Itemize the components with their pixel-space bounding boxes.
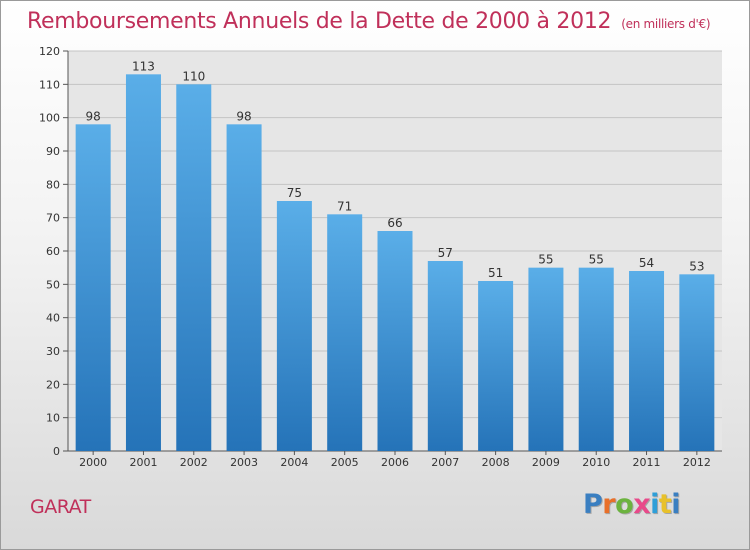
y-tick-label: 80 [46, 178, 60, 191]
logo-letter: o [615, 489, 634, 520]
data-label: 113 [132, 59, 155, 73]
x-tick-label: 2012 [683, 456, 711, 469]
chart-title: Remboursements Annuels de la Dette de 20… [27, 9, 711, 34]
title-text: Remboursements Annuels de la Dette de 20… [27, 9, 612, 34]
data-label: 66 [387, 216, 402, 230]
y-tick-label: 90 [46, 145, 60, 158]
y-tick-label: 0 [53, 445, 60, 458]
data-label: 98 [86, 109, 101, 123]
x-tick-label: 2003 [230, 456, 258, 469]
commune-name: GARAT [30, 496, 91, 518]
y-tick-label: 30 [46, 345, 60, 358]
data-label: 110 [182, 69, 205, 83]
bar [125, 74, 161, 451]
axes: 0 10 20 30 40 50 60 70 80 90 100 110 120 2000 2001 2002… [39, 45, 722, 469]
bar [427, 261, 463, 451]
x-tick-label: 2007 [431, 456, 459, 469]
data-label: 98 [236, 109, 251, 123]
x-tick-label: 2002 [180, 456, 208, 469]
bar [176, 84, 212, 451]
y-tick-label: 60 [46, 245, 60, 258]
logo-letter: t [658, 489, 672, 520]
bar [377, 231, 413, 451]
proxiti-logo: Proxiti [583, 489, 681, 520]
y-tick-label: 100 [39, 112, 60, 125]
x-tick-label: 2005 [331, 456, 359, 469]
x-tick-label: 2001 [129, 456, 157, 469]
logo-letter: i [671, 489, 681, 520]
x-tick-label: 2008 [482, 456, 510, 469]
data-label: 51 [488, 266, 503, 280]
y-tick-label: 50 [46, 278, 60, 291]
x-tick-label: 2004 [280, 456, 308, 469]
bar [679, 274, 715, 451]
data-label: 55 [589, 253, 604, 267]
y-tick-label: 110 [39, 78, 60, 91]
bar [528, 267, 564, 451]
logo-letter: P [583, 489, 603, 520]
bar [276, 201, 312, 451]
bars [75, 74, 715, 451]
unit-label: (en milliers d'€) [621, 17, 711, 31]
y-tick-label: 40 [46, 312, 60, 325]
bar [327, 214, 363, 451]
data-label: 57 [438, 246, 453, 260]
data-label: 55 [538, 253, 553, 267]
data-labels: 98 113 110 98 75 71 66 57 51 55 55 54 53 [86, 59, 705, 280]
bar [578, 267, 614, 451]
data-label: 71 [337, 199, 352, 213]
logo-letter: x [633, 489, 651, 520]
x-tick-label: 2000 [79, 456, 107, 469]
bar [75, 124, 111, 451]
y-tick-label: 70 [46, 212, 60, 225]
data-label: 75 [287, 186, 302, 200]
x-tick-label: 2011 [633, 456, 661, 469]
x-tick-label: 2006 [381, 456, 409, 469]
logo-letter: i [650, 489, 659, 520]
x-tick-label: 2009 [532, 456, 560, 469]
y-tick-label: 10 [46, 412, 60, 425]
y-tick-label: 120 [39, 45, 60, 58]
y-tick-label: 20 [46, 378, 60, 391]
x-tick-label: 2010 [582, 456, 610, 469]
bar [629, 271, 665, 451]
data-label: 53 [689, 259, 704, 273]
bar [226, 124, 262, 451]
data-label: 54 [639, 256, 654, 270]
logo-letter: r [602, 489, 616, 520]
bar [478, 281, 514, 451]
